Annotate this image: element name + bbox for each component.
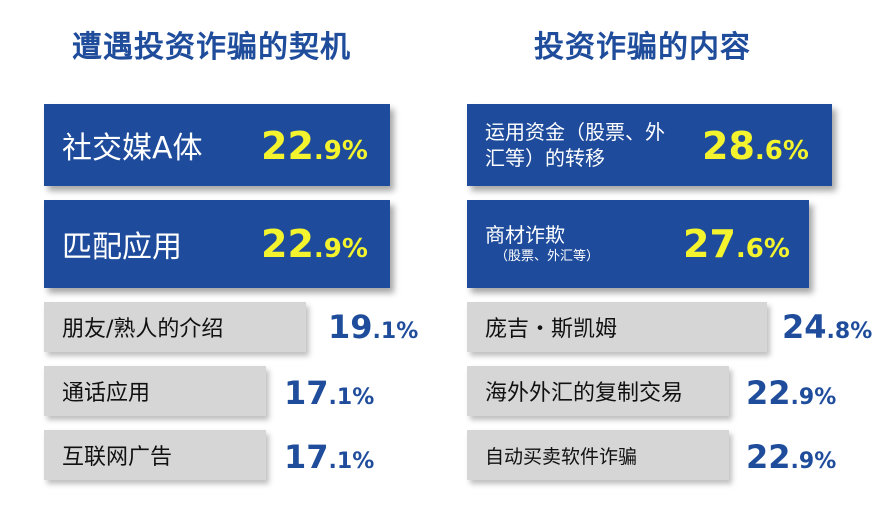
left-row-value: 22.9%: [261, 222, 368, 266]
left-row-box: 通话应用: [44, 366, 266, 416]
right-row-box: 庞吉・斯凯姆: [467, 302, 767, 352]
right-row-sublabel: （股票、外汇等）: [495, 249, 600, 264]
left-row-box: 互联网广告: [44, 430, 266, 480]
right-row-label: 海外外汇的复制交易: [485, 381, 684, 406]
left-row-value: 22.9%: [261, 124, 368, 168]
left-row-label: 通话应用: [62, 381, 151, 406]
right-row-value: 24.8%: [782, 308, 873, 346]
right-row-box: 运用资金（股票、外汇等）的转移: [467, 104, 832, 186]
left-row-value: 19.1%: [328, 308, 419, 346]
left-row-label: 匹配应用: [62, 230, 182, 265]
left-row-box: 社交媒A体: [44, 104, 390, 186]
left-row-label: 社交媒A体: [62, 131, 203, 166]
right-row-box: 自动买卖软件诈骗: [467, 430, 729, 480]
right-panel-title: 投资诈骗的内容: [534, 30, 751, 65]
left-row-label: 朋友/熟人的介绍: [62, 317, 224, 342]
left-row-label: 互联网广告: [62, 445, 173, 470]
right-row-label: 庞吉・斯凯姆: [485, 317, 618, 342]
right-row-value: 27.6%: [683, 222, 790, 266]
right-row-value: 22.9%: [746, 374, 837, 412]
left-row-value: 17.1%: [284, 374, 375, 412]
right-row-box: 海外外汇的复制交易: [467, 366, 729, 416]
left-row-box: 朋友/熟人的介绍: [44, 302, 306, 352]
right-row-value: 22.9%: [746, 438, 837, 476]
left-row-box: 匹配应用: [44, 200, 390, 288]
left-row-value: 17.1%: [284, 438, 375, 476]
left-panel-title: 遭遇投资诈骗的契机: [72, 30, 351, 65]
right-row-box: 商材诈欺 （股票、外汇等）: [467, 200, 809, 288]
right-row-label: 自动买卖软件诈骗: [485, 445, 638, 468]
right-row-value: 28.6%: [702, 124, 809, 168]
right-row-label: 商材诈欺 （股票、外汇等）: [485, 223, 600, 264]
right-row-label: 运用资金（股票、外汇等）的转移: [485, 120, 665, 170]
